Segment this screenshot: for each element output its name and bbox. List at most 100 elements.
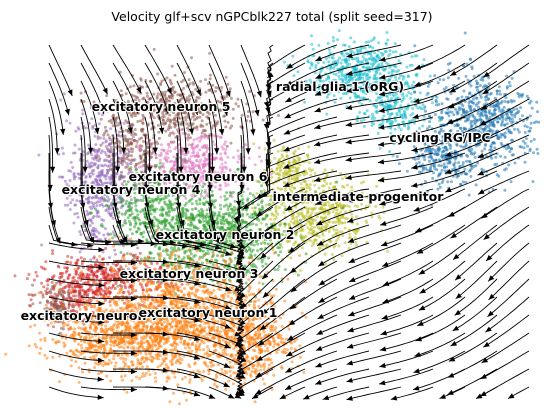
scatter-point [156,123,160,127]
scatter-point [310,34,313,38]
scatter-point [187,133,190,137]
scatter-point [141,221,145,225]
scatter-point [407,126,411,129]
scatter-point [331,56,335,60]
scatter-point [75,199,79,203]
scatter-point [440,102,444,106]
scatter-point [303,100,307,104]
scatter-point [292,74,296,78]
scatter-point [322,238,325,242]
scatter-point [237,154,241,158]
scatter-point [469,84,473,88]
scatter-point [409,92,413,96]
scatter-point [232,156,235,159]
scatter-point [517,93,521,96]
scatter-point [136,120,140,123]
scatter-point [469,168,472,172]
scatter-point [308,187,312,191]
scatter-point [127,149,131,153]
scatter-point [365,89,369,93]
scatter-point [456,111,460,115]
scatter-point [405,169,409,173]
scatter-point [359,47,363,51]
scatter-point [270,175,274,179]
scatter-point [72,171,76,175]
scatter-point [269,172,273,176]
scatter-point [283,222,287,226]
scatter-point [334,201,338,205]
scatter-point [331,220,335,224]
scatter-point [300,86,304,90]
scatter-point [448,129,452,133]
scatter-point [360,102,364,106]
scatter-point [244,143,248,147]
scatter-point [395,112,399,115]
scatter-point [499,135,503,139]
scatter-point [125,144,129,148]
scatter-point [343,241,347,245]
scatter-point [298,173,302,177]
scatter-point [474,183,478,187]
scatter-point [168,160,172,164]
scatter-point [216,214,220,218]
scatter-point [101,250,105,254]
scatter-point [241,214,244,218]
scatter-point [468,141,472,145]
scatter-point [88,165,92,169]
scatter-point [464,95,468,99]
scatter-point [109,150,112,154]
scatter-point [368,200,371,203]
scatter-point [281,201,285,205]
scatter-point [93,154,97,158]
scatter-point [413,44,417,48]
scatter-point [184,196,188,200]
scatter-point [476,131,480,135]
scatter-point [125,252,129,255]
scatter-point [441,178,445,182]
scatter-point [336,58,340,62]
scatter-point [246,197,250,201]
scatter-point [305,183,309,187]
scatter-point [94,162,97,166]
scatter-point [277,114,280,117]
scatter-point [355,78,359,82]
scatter-point [317,87,321,91]
scatter-point [241,202,245,205]
scatter-point [166,128,170,132]
scatter-point [92,168,96,172]
scatter-point [157,201,161,205]
scatter-point [339,171,342,175]
scatter-point [513,113,517,117]
scatter-point [347,80,351,84]
scatter-point [169,149,173,153]
scatter-point [174,197,178,201]
scatter-point [308,78,312,82]
scatter-point [536,110,539,114]
scatter-point [332,258,336,261]
scatter-point [437,115,441,119]
scatter-point [267,203,271,207]
scatter-point [427,159,431,163]
scatter-point [423,180,427,183]
scatter-point [361,96,365,100]
scatter-point [193,118,196,122]
scatter-point [471,113,474,117]
scatter-point [167,207,170,211]
scatter-point [277,228,281,232]
scatter-point [464,172,468,176]
scatter-point [165,76,169,80]
scatter-point [100,170,104,174]
scatter-point [339,210,343,214]
scatter-point [531,180,535,184]
scatter-point [161,249,165,253]
scatter-point [351,69,355,73]
scatter-point [352,80,355,84]
scatter-point [464,143,468,147]
scatter-point [109,214,113,218]
scatter-point [517,95,521,99]
scatter-point [331,60,335,64]
scatter-point [109,127,113,131]
scatter-point [501,113,505,117]
scatter-point [208,88,212,92]
scatter-point [311,85,315,89]
